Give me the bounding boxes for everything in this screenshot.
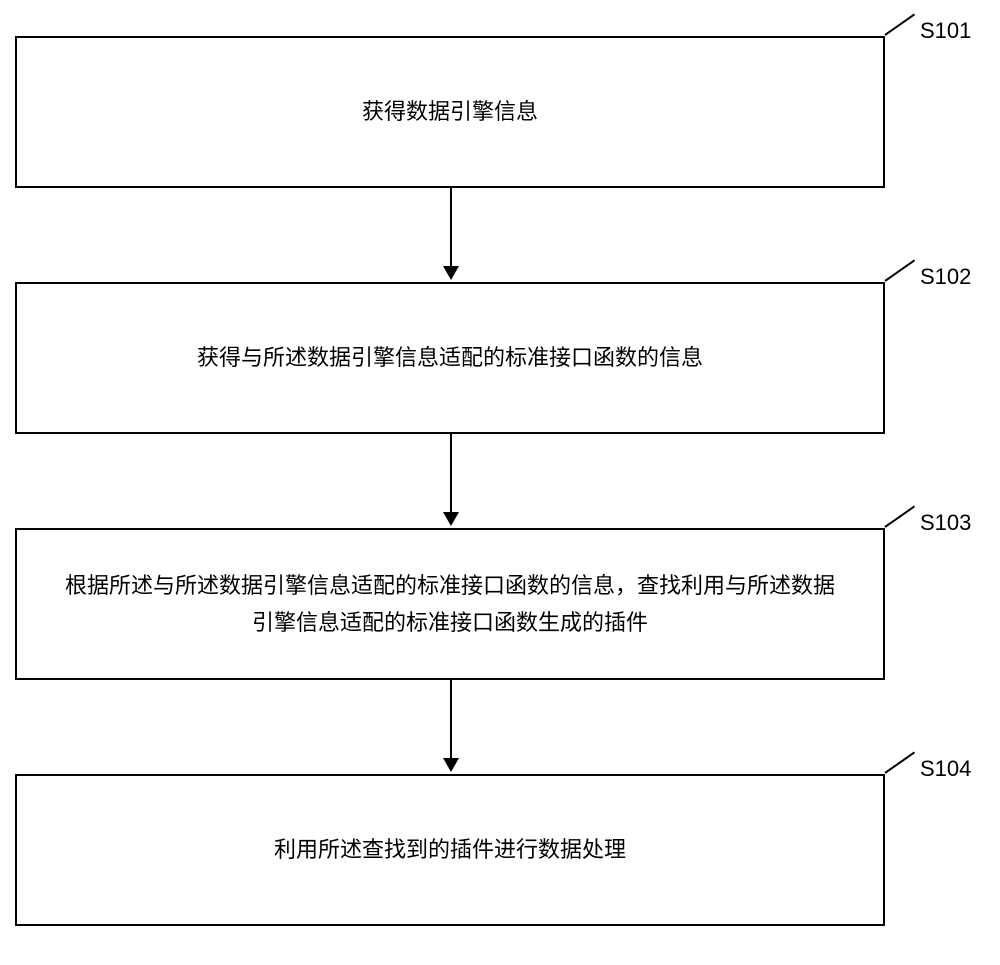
- step-text-s103: 根据所述与所述数据引擎信息适配的标准接口函数的信息，查找利用与所述数据引擎信息适…: [57, 567, 843, 642]
- step-label-s104: S104: [920, 756, 971, 782]
- step-label-s101: S101: [920, 18, 971, 44]
- step-box-s102: 获得与所述数据引擎信息适配的标准接口函数的信息: [15, 282, 885, 434]
- corner-tick-s104: [885, 772, 921, 808]
- step-box-s104: 利用所述查找到的插件进行数据处理: [15, 774, 885, 926]
- arrow-s101-s102: [450, 188, 452, 278]
- step-text-s101: 获得数据引擎信息: [362, 93, 538, 130]
- corner-tick-s101: [885, 34, 921, 70]
- flowchart-canvas: 获得数据引擎信息 S101 获得与所述数据引擎信息适配的标准接口函数的信息 S1…: [0, 0, 1000, 965]
- corner-tick-s102: [885, 280, 921, 316]
- step-label-s103: S103: [920, 510, 971, 536]
- step-label-s102: S102: [920, 264, 971, 290]
- arrow-s102-s103: [450, 434, 452, 524]
- arrow-s103-s104: [450, 680, 452, 770]
- step-text-s104: 利用所述查找到的插件进行数据处理: [274, 831, 626, 868]
- step-text-s102: 获得与所述数据引擎信息适配的标准接口函数的信息: [197, 339, 703, 376]
- step-box-s103: 根据所述与所述数据引擎信息适配的标准接口函数的信息，查找利用与所述数据引擎信息适…: [15, 528, 885, 680]
- corner-tick-s103: [885, 526, 921, 562]
- step-box-s101: 获得数据引擎信息: [15, 36, 885, 188]
